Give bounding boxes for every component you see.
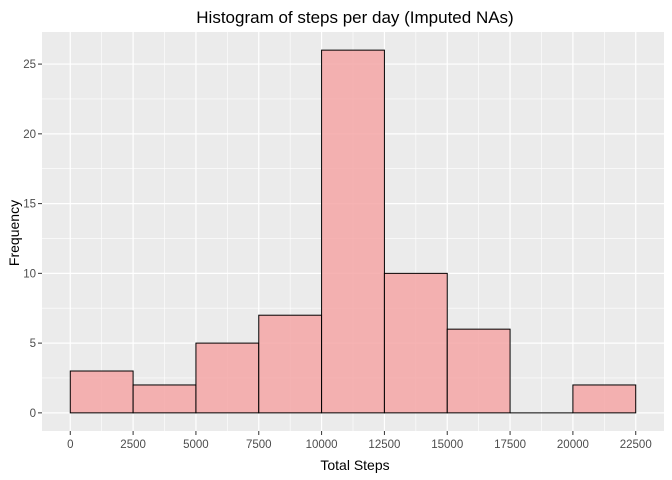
- y-tick-label: 0: [30, 408, 36, 420]
- histogram-bar: [132, 384, 197, 414]
- x-tick-label: 20000: [557, 439, 589, 451]
- x-tick-label: 17500: [494, 439, 526, 451]
- x-tick-label: 7500: [246, 439, 272, 451]
- y-axis-label: Frequency: [6, 200, 22, 266]
- histogram-bar: [195, 342, 260, 414]
- x-tick-label: 2500: [120, 439, 146, 451]
- x-tick-label: 10000: [306, 439, 338, 451]
- histogram-bar: [446, 328, 511, 414]
- histogram-bar: [258, 314, 323, 414]
- x-tick-label: 5000: [183, 439, 209, 451]
- x-tick-label: 0: [67, 439, 73, 451]
- x-axis: 0 2500 5000 7500 10000 12500 15000 17500 20000 22…: [67, 431, 652, 451]
- x-axis-label: Total Steps: [320, 457, 389, 473]
- histogram-bar: [383, 272, 448, 414]
- x-tick-label: 12500: [368, 439, 400, 451]
- y-tick-label: 20: [23, 129, 36, 141]
- histogram-bar: [572, 384, 637, 414]
- y-tick-label: 25: [23, 59, 36, 71]
- x-tick-label: 22500: [620, 439, 652, 451]
- x-tick-label: 15000: [431, 439, 463, 451]
- bars: [69, 49, 637, 414]
- y-tick-label: 5: [30, 338, 36, 350]
- y-axis: 0 5 10 15 20 25: [23, 59, 42, 420]
- y-tick-label: 10: [23, 268, 36, 280]
- chart-title: Histogram of steps per day (Imputed NAs): [196, 8, 513, 27]
- histogram-bar: [321, 49, 385, 414]
- y-tick-label: 15: [23, 199, 36, 211]
- histogram-bar: [69, 370, 134, 414]
